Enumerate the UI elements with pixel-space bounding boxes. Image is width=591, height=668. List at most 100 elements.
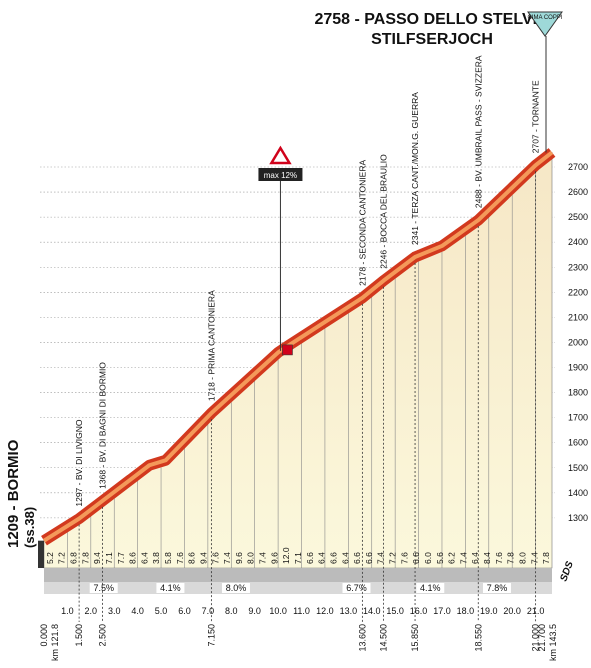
distance-label: 21.700 (537, 624, 547, 652)
x-tick-label: 8.0 (225, 606, 238, 616)
segment-box (89, 583, 118, 593)
segment-label: 6.7% (346, 583, 367, 593)
gradient-label: 5.2 (45, 552, 55, 564)
distance-label: 0.000 (39, 624, 49, 647)
gradient-label: 9.6 (269, 552, 279, 564)
x-tick-label: 7.0 (202, 606, 215, 616)
segment-box (221, 583, 250, 593)
strip-low (44, 582, 552, 594)
x-tick-label: 13.0 (340, 606, 358, 616)
y-tick-label: 1900 (568, 363, 588, 373)
gradient-label: 8.0 (517, 552, 527, 564)
gradient-label: 7.2 (57, 552, 67, 564)
segment-label: 4.1% (420, 583, 441, 593)
waypoint-km: 1.500 (74, 624, 84, 647)
waypoint-label: 2488 - BV. UMBRAIL PASS - SVIZZERA (473, 55, 483, 208)
y-tick-label: 2400 (568, 237, 588, 247)
gradient-label: 6.6 (305, 552, 315, 564)
gradient-label: 6.6 (364, 552, 374, 564)
gradient-label: 8.6 (128, 552, 138, 564)
x-tick-label: 20.0 (503, 606, 521, 616)
waypoint-km: 15.850 (410, 624, 420, 652)
km-label: km 143.5 (548, 624, 558, 661)
gradient-label: 8.4 (482, 552, 492, 564)
gradient-label: 7.1 (293, 552, 303, 564)
gradient-label: 6.2 (447, 552, 457, 564)
x-tick-label: 3.0 (108, 606, 121, 616)
gradient-label: 7.8 (506, 552, 516, 564)
gradient-label: 3.8 (151, 552, 161, 564)
gradient-label: 7.4 (258, 552, 268, 564)
x-tick-label: 6.0 (178, 606, 191, 616)
x-tick-label: 16.0 (410, 606, 428, 616)
waypoint-km: 13.600 (357, 624, 367, 652)
segment-box (342, 583, 371, 593)
y-tick-label: 1500 (568, 463, 588, 473)
waypoint-km: 14.500 (378, 624, 388, 652)
y-tick-label: 1600 (568, 438, 588, 448)
km-label: km 121.8 (50, 624, 60, 661)
chart-title: 2758 - PASSO DELLO STELVIO (314, 11, 549, 28)
gradient-label: 9.4 (198, 552, 208, 564)
badge-text: CIMA COPPI (527, 15, 562, 21)
max-box (258, 168, 303, 181)
x-tick-label: 17.0 (433, 606, 451, 616)
segment-box (156, 583, 185, 593)
max-label: max 12% (264, 171, 297, 180)
waypoint-label: 1368 - BV. DI BAGNI DI BORMIO (98, 362, 108, 489)
x-tick-label: 1.0 (61, 606, 74, 616)
y-tick-label: 2600 (568, 187, 588, 197)
gradient-label: 7.2 (388, 552, 398, 564)
start-road: (ss.38) (22, 507, 37, 548)
waypoint-label: 2246 - BOCCA DEL BRAULIO (378, 154, 388, 269)
gradient-label: 5.6 (435, 552, 445, 564)
y-tick-label: 2200 (568, 287, 588, 297)
gradient-label: 9.4 (92, 552, 102, 564)
waypoint-km: 2.500 (98, 624, 108, 647)
gradient-label: 8.0 (246, 552, 256, 564)
waypoint-label: 1718 - PRIMA CANTONIERA (206, 290, 216, 401)
gradient-label: 6.4 (340, 552, 350, 564)
y-tick-label: 1700 (568, 413, 588, 423)
segment-label: 7.5% (93, 583, 114, 593)
segment-label: 7.8% (487, 583, 508, 593)
gradient-label: 6.4 (317, 552, 327, 564)
max-mark (282, 344, 293, 356)
start-wall (38, 540, 44, 568)
x-tick-label: 12.0 (316, 606, 334, 616)
x-tick-label: 5.0 (155, 606, 168, 616)
x-tick-label: 9.0 (248, 606, 261, 616)
x-tick-label: 4.0 (131, 606, 144, 616)
waypoint-label: 1297 - BV. DI LIVIGNO (74, 419, 84, 506)
segment-label: 8.0% (226, 583, 247, 593)
y-tick-label: 1400 (568, 488, 588, 498)
gradient-label: 5.8 (163, 552, 173, 564)
gradient-label: 12.0 (281, 547, 291, 564)
y-tick-label: 1300 (568, 513, 588, 523)
waypoint-label: 2178 - SECONDA CANTONIERA (357, 160, 367, 286)
y-tick-label: 2500 (568, 212, 588, 222)
chart-subtitle: STILFSERJOCH (371, 31, 493, 48)
gradient-label: 7.8 (541, 552, 551, 564)
segment-box (482, 583, 511, 593)
y-tick-label: 2300 (568, 262, 588, 272)
segment-label: 4.1% (160, 583, 181, 593)
summit-badge (527, 11, 563, 37)
gradient-label: 6.6 (411, 552, 421, 564)
gradient-label: 6.4 (139, 552, 149, 564)
start-label: 1209 - BORMIO (5, 439, 22, 548)
strip (44, 568, 552, 582)
gradient-label: 7.4 (458, 552, 468, 564)
gradient-label: 6.6 (328, 552, 338, 564)
x-tick-label: 10.0 (269, 606, 287, 616)
x-tick-label: 19.0 (480, 606, 498, 616)
gradient-label: 7.6 (175, 552, 185, 564)
gradient-label: 9.6 (234, 552, 244, 564)
y-tick-label: 1800 (568, 388, 588, 398)
warning-sign (269, 145, 292, 165)
x-tick-label: 15.0 (386, 606, 404, 616)
gradient-label: 7.4 (376, 552, 386, 564)
gradient-label: 7.4 (529, 552, 539, 564)
waypoint-label: 2341 - TERZA CANT./MON.G. GUERRA (410, 92, 420, 245)
